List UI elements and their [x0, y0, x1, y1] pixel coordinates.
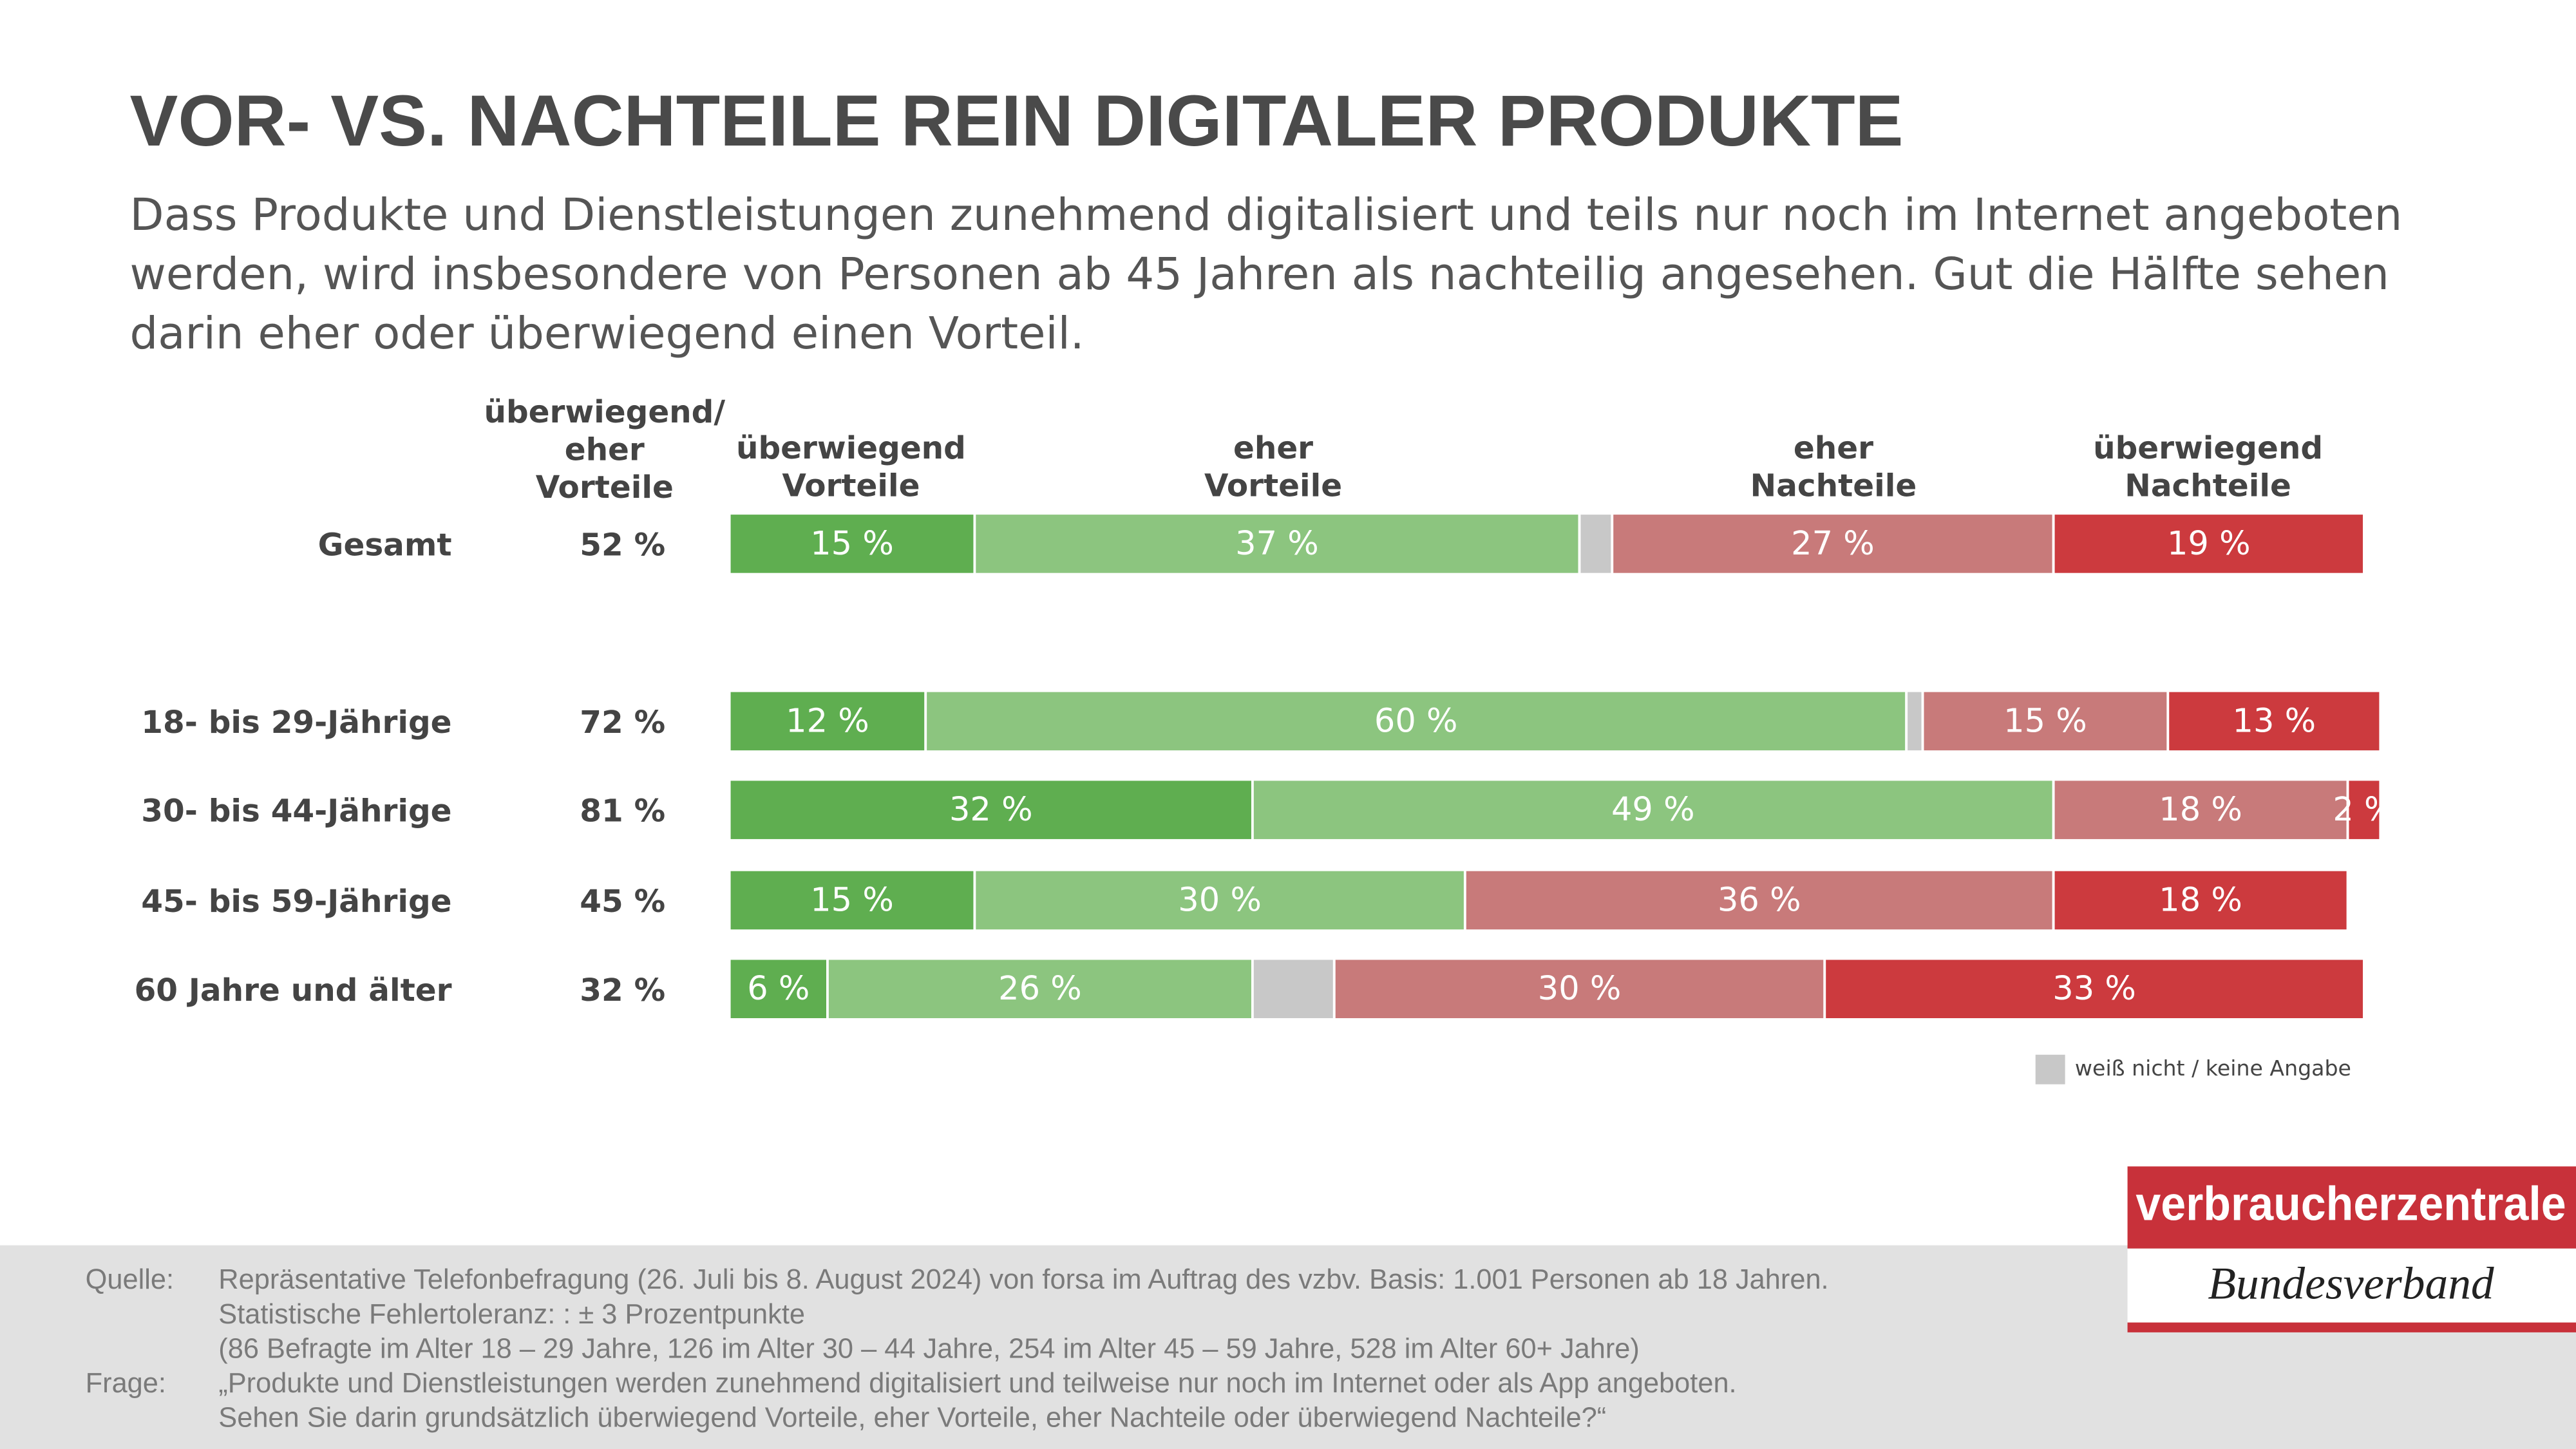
- legend-label: weiß nicht / keine Angabe: [2075, 1056, 2351, 1081]
- series-header: überwiegend Vorteile: [736, 430, 966, 504]
- footer-text: „Produkte und Dienstleistungen werden zu…: [218, 1368, 1736, 1399]
- footer-text: (86 Befragte im Alter 18 – 29 Jahre, 126…: [218, 1333, 1640, 1364]
- footer-text: Sehen Sie darin grundsätzlich überwiegen…: [218, 1403, 1606, 1434]
- bar-segment: [728, 689, 927, 753]
- value-label: 26 %: [998, 970, 1082, 1008]
- series-header: eher Vorteile: [1204, 430, 1342, 504]
- bar-segment: [728, 778, 1254, 842]
- bar-segment: [2052, 512, 2365, 576]
- summary-value: 72 %: [580, 705, 665, 741]
- bar-segment: [1905, 689, 1924, 753]
- series-header: eher Nachteile: [1750, 430, 1917, 504]
- category-label: Gesamt: [318, 527, 452, 563]
- bar-segment: [1611, 512, 2055, 576]
- bar-segment: [1823, 957, 2365, 1021]
- logo-top: [2127, 1166, 2576, 1249]
- value-label: 18 %: [2159, 882, 2242, 920]
- chart-title: VOR- VS. NACHTEILE REIN DIGITALER PRODUK…: [130, 80, 1904, 161]
- value-label: 19 %: [2167, 525, 2251, 563]
- bar-segment: [2166, 689, 2382, 753]
- category-label: 60 Jahre und älter: [135, 972, 452, 1009]
- bar-segment: [728, 512, 976, 576]
- bar-segment: [1251, 957, 1336, 1021]
- value-label: 30 %: [1538, 970, 1622, 1008]
- bar-segment: [2346, 778, 2382, 842]
- value-label: 32 %: [949, 791, 1033, 829]
- bar-segment: [2052, 868, 2349, 933]
- value-label: 6 %: [747, 970, 810, 1008]
- summary-value: 32 %: [580, 972, 665, 1009]
- summary-value: 81 %: [580, 793, 665, 829]
- bar-segment: [1578, 512, 1614, 576]
- value-label: 18 %: [2159, 791, 2242, 829]
- logo-bottom: [2127, 1248, 2576, 1323]
- series-header: überwiegend Nachteile: [2093, 430, 2323, 504]
- value-label: 49 %: [1611, 791, 1695, 829]
- category-label: 30- bis 44-Jährige: [141, 793, 451, 829]
- value-label: 15 %: [810, 882, 894, 920]
- logo-text: verbraucherzentrale: [2136, 1177, 2566, 1231]
- legend-swatch: [2035, 1054, 2065, 1084]
- value-label: 13 %: [2233, 702, 2316, 740]
- category-label: 45- bis 59-Jährige: [141, 884, 451, 920]
- footer-label: Frage:: [86, 1368, 166, 1399]
- footer-label: Quelle:: [86, 1264, 174, 1295]
- logo-subtext: Bundesverband: [2208, 1258, 2494, 1309]
- footer-text: Repräsentative Telefonbefragung (26. Jul…: [218, 1264, 1828, 1295]
- bar-segment: [728, 957, 829, 1021]
- bar-segment: [1332, 957, 1826, 1021]
- bar-segment: [826, 957, 1254, 1021]
- value-label: 37 %: [1235, 525, 1319, 563]
- value-label: 15 %: [810, 525, 894, 563]
- bar-segment: [973, 868, 1466, 933]
- value-label: 36 %: [1718, 882, 1801, 920]
- value-label: 12 %: [786, 702, 869, 740]
- value-label: 15 %: [2003, 702, 2087, 740]
- bar-segment: [973, 512, 1581, 576]
- bar-segment: [1463, 868, 2055, 933]
- value-label: 60 %: [1374, 702, 1458, 740]
- summary-value: 45 %: [580, 884, 665, 920]
- value-label: 27 %: [1791, 525, 1875, 563]
- footer-text: Statistische Fehlertoleranz: : ± 3 Proze…: [218, 1299, 805, 1330]
- value-label: 30 %: [1178, 882, 1262, 920]
- value-label: 33 %: [2052, 970, 2136, 1008]
- subtitle-box: Dass Produkte und Dienstleistungen zuneh…: [129, 190, 2403, 360]
- category-label: 18- bis 29-Jährige: [141, 705, 451, 741]
- summary-value: 52 %: [580, 527, 665, 563]
- chart-subtitle: Dass Produkte und Dienstleistungen zuneh…: [129, 190, 2403, 360]
- summary-header: überwiegend/eher Vorteile: [484, 394, 725, 506]
- value-label: 2 %: [2333, 791, 2395, 829]
- logo-line: [2127, 1322, 2576, 1332]
